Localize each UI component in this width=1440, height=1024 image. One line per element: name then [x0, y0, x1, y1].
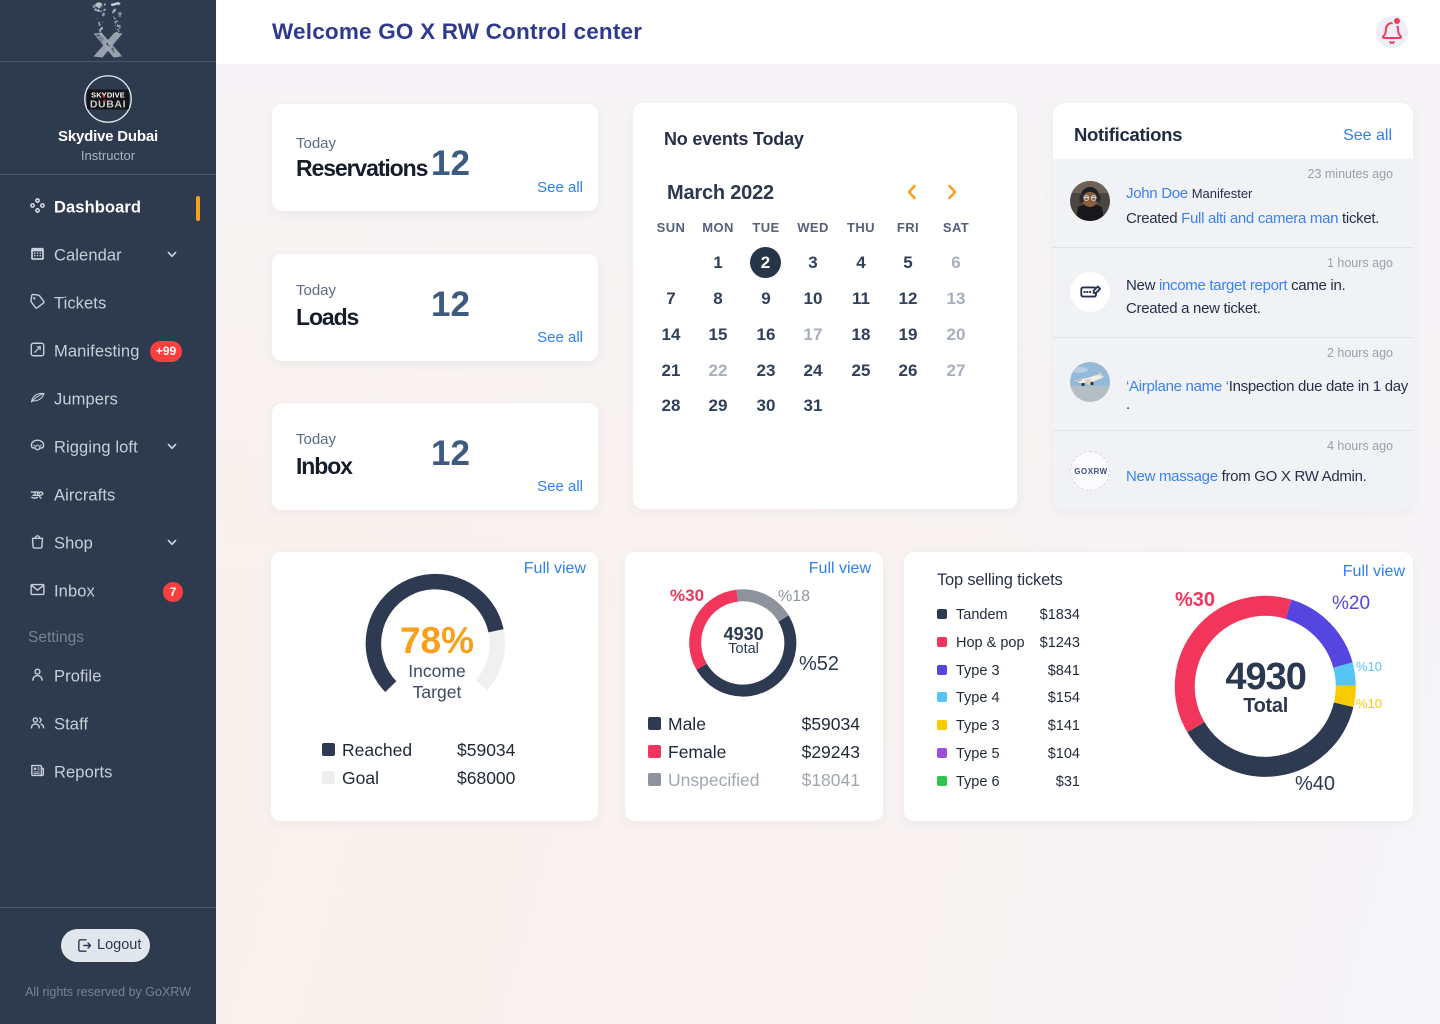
svg-text:SKYDIVE: SKYDIVE — [91, 91, 125, 100]
svg-text:GOXRW: GOXRW — [1074, 467, 1107, 476]
svg-text:DUBAI: DUBAI — [90, 99, 126, 111]
